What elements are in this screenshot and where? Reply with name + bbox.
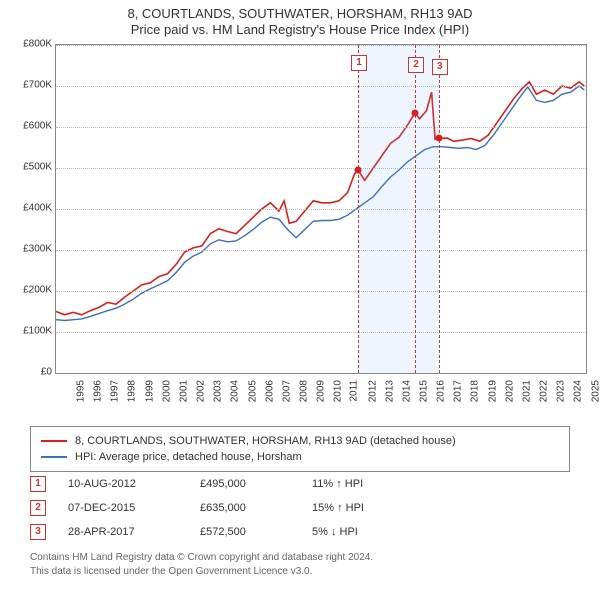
- x-axis-label: 2001: [178, 380, 189, 402]
- sale-delta: 11% ↑ HPI: [312, 478, 412, 490]
- chart-title-line2: Price paid vs. HM Land Registry's House …: [0, 22, 600, 37]
- chart-marker-1: 1: [351, 55, 367, 71]
- x-axis-label: 2007: [281, 380, 292, 402]
- x-axis-label: 1998: [127, 380, 138, 402]
- x-axis-label: 2017: [453, 380, 464, 402]
- sale-row: 1 10-AUG-2012 £495,000 11% ↑ HPI: [30, 476, 412, 492]
- legend: 8, COURTLANDS, SOUTHWATER, HORSHAM, RH13…: [30, 426, 570, 472]
- legend-swatch: [41, 440, 67, 442]
- series-property: [56, 82, 584, 315]
- series-hpi: [56, 86, 584, 321]
- chart-title-line1: 8, COURTLANDS, SOUTHWATER, HORSHAM, RH13…: [0, 6, 600, 21]
- sale-marker-1: 1: [30, 476, 46, 492]
- legend-label: HPI: Average price, detached house, Hors…: [75, 449, 302, 465]
- y-axis-label: £300K: [2, 244, 52, 255]
- x-axis-label: 2025: [590, 380, 600, 402]
- x-axis-label: 2009: [315, 380, 326, 402]
- sale-delta: 15% ↑ HPI: [312, 502, 412, 514]
- x-axis-label: 2022: [538, 380, 549, 402]
- x-axis-label: 2013: [384, 380, 395, 402]
- y-axis-label: £800K: [2, 39, 52, 50]
- x-axis-label: 2019: [487, 380, 498, 402]
- sale-price: £572,500: [200, 526, 290, 538]
- x-axis-label: 1996: [92, 380, 103, 402]
- legend-label: 8, COURTLANDS, SOUTHWATER, HORSHAM, RH13…: [75, 433, 456, 449]
- x-axis-label: 2011: [349, 380, 360, 402]
- x-axis-label: 2024: [573, 380, 584, 402]
- x-axis-label: 2003: [212, 380, 223, 402]
- x-axis-label: 2010: [333, 380, 344, 402]
- x-axis-label: 2008: [298, 380, 309, 402]
- x-axis-label: 1999: [144, 380, 155, 402]
- x-axis-label: 1995: [75, 380, 86, 402]
- chart-marker-3: 3: [432, 59, 448, 75]
- sale-row: 2 07-DEC-2015 £635,000 15% ↑ HPI: [30, 500, 412, 516]
- x-axis-label: 2004: [230, 380, 241, 402]
- x-axis-label: 2012: [367, 380, 378, 402]
- footnote-copyright: Contains HM Land Registry data © Crown c…: [30, 552, 373, 563]
- x-axis-label: 2018: [470, 380, 481, 402]
- x-axis-label: 2002: [195, 380, 206, 402]
- sale-price: £635,000: [200, 502, 290, 514]
- x-axis-label: 2020: [504, 380, 515, 402]
- x-axis-label: 2023: [556, 380, 567, 402]
- x-axis-label: 2000: [161, 380, 172, 402]
- legend-swatch: [41, 456, 67, 458]
- x-axis-label: 2015: [418, 380, 429, 402]
- sale-marker-2: 2: [30, 500, 46, 516]
- x-axis-label: 2016: [435, 380, 446, 402]
- x-axis-label: 2005: [247, 380, 258, 402]
- chart-plot-area: 1 23: [55, 44, 587, 374]
- x-axis-label: 1997: [110, 380, 121, 402]
- y-axis-label: £600K: [2, 121, 52, 132]
- x-axis-label: 2014: [401, 380, 412, 402]
- x-axis-label: 2006: [264, 380, 275, 402]
- legend-row: HPI: Average price, detached house, Hors…: [41, 449, 559, 465]
- sale-date: 07-DEC-2015: [68, 502, 178, 514]
- sale-date: 10-AUG-2012: [68, 478, 178, 490]
- footnote-licence: This data is licensed under the Open Gov…: [30, 566, 312, 577]
- sale-row: 3 28-APR-2017 £572,500 5% ↓ HPI: [30, 524, 412, 540]
- sale-marker-3: 3: [30, 524, 46, 540]
- y-axis-label: £500K: [2, 162, 52, 173]
- y-axis-label: £700K: [2, 80, 52, 91]
- y-axis-label: £400K: [2, 203, 52, 214]
- sale-date: 28-APR-2017: [68, 526, 178, 538]
- y-axis-label: £100K: [2, 326, 52, 337]
- legend-row: 8, COURTLANDS, SOUTHWATER, HORSHAM, RH13…: [41, 433, 559, 449]
- sale-price: £495,000: [200, 478, 290, 490]
- chart-marker-2: 2: [408, 57, 424, 73]
- x-axis-label: 2021: [521, 380, 532, 402]
- y-axis-label: £200K: [2, 285, 52, 296]
- y-axis-label: £0: [2, 367, 52, 378]
- sale-delta: 5% ↓ HPI: [312, 526, 412, 538]
